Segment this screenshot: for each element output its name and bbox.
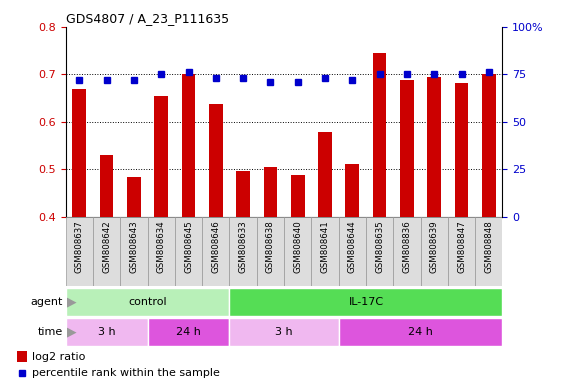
Bar: [373, 53, 387, 217]
Bar: [182, 74, 195, 217]
Bar: [93, 217, 120, 286]
Text: GSM808836: GSM808836: [403, 220, 412, 273]
Text: GSM808633: GSM808633: [239, 220, 248, 273]
Bar: [120, 217, 147, 286]
Bar: [291, 175, 304, 217]
Text: GSM808646: GSM808646: [211, 220, 220, 273]
Bar: [202, 217, 230, 286]
Text: agent: agent: [30, 297, 63, 307]
Bar: [100, 155, 114, 217]
Text: GSM808639: GSM808639: [430, 220, 439, 273]
Bar: [421, 217, 448, 286]
Text: GSM808642: GSM808642: [102, 220, 111, 273]
Text: GSM808634: GSM808634: [156, 220, 166, 273]
Bar: [236, 171, 250, 217]
Text: 3 h: 3 h: [275, 326, 293, 337]
Bar: [318, 132, 332, 217]
Bar: [147, 217, 175, 286]
Text: GSM808644: GSM808644: [348, 220, 357, 273]
Text: GSM808640: GSM808640: [293, 220, 302, 273]
Bar: [393, 217, 421, 286]
Bar: [428, 77, 441, 217]
Bar: [284, 217, 311, 286]
Bar: [455, 83, 468, 217]
Text: GSM808635: GSM808635: [375, 220, 384, 273]
Bar: [230, 318, 339, 346]
Text: 24 h: 24 h: [408, 326, 433, 337]
Text: GSM808637: GSM808637: [75, 220, 84, 273]
Text: GSM808641: GSM808641: [320, 220, 329, 273]
Bar: [175, 217, 202, 286]
Bar: [475, 217, 502, 286]
Bar: [339, 318, 502, 346]
Text: 24 h: 24 h: [176, 326, 201, 337]
Text: GSM808848: GSM808848: [484, 220, 493, 273]
Bar: [17, 351, 27, 362]
Bar: [127, 177, 140, 217]
Bar: [230, 217, 257, 286]
Text: ▶: ▶: [63, 295, 77, 308]
Text: GDS4807 / A_23_P111635: GDS4807 / A_23_P111635: [66, 12, 229, 25]
Bar: [209, 104, 223, 217]
Text: time: time: [38, 326, 63, 337]
Text: ▶: ▶: [63, 325, 77, 338]
Bar: [400, 80, 414, 217]
Bar: [66, 288, 230, 316]
Bar: [230, 288, 502, 316]
Bar: [366, 217, 393, 286]
Bar: [311, 217, 339, 286]
Text: GSM808643: GSM808643: [130, 220, 138, 273]
Bar: [345, 164, 359, 217]
Text: GSM808847: GSM808847: [457, 220, 466, 273]
Text: 3 h: 3 h: [98, 326, 115, 337]
Bar: [66, 217, 93, 286]
Text: GSM808645: GSM808645: [184, 220, 193, 273]
Bar: [147, 318, 230, 346]
Bar: [154, 96, 168, 217]
Text: log2 ratio: log2 ratio: [32, 352, 86, 362]
Bar: [482, 74, 496, 217]
Text: GSM808638: GSM808638: [266, 220, 275, 273]
Bar: [339, 217, 366, 286]
Text: IL-17C: IL-17C: [348, 297, 384, 307]
Bar: [257, 217, 284, 286]
Bar: [448, 217, 475, 286]
Bar: [264, 167, 278, 217]
Text: control: control: [128, 297, 167, 307]
Bar: [66, 318, 147, 346]
Bar: [73, 89, 86, 217]
Text: percentile rank within the sample: percentile rank within the sample: [32, 368, 220, 378]
